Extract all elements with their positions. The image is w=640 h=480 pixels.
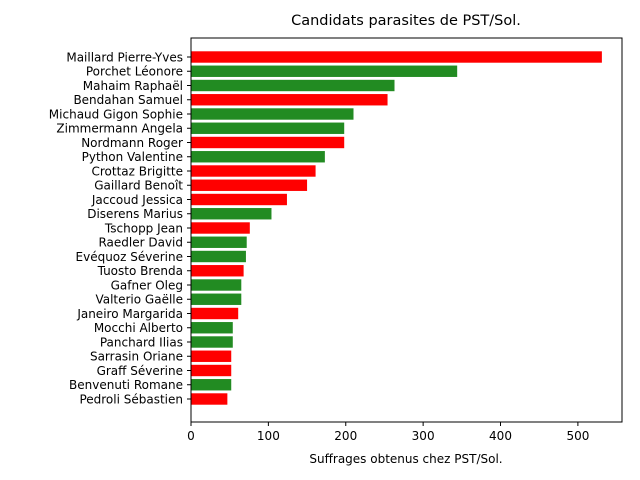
bar-21 bbox=[191, 350, 232, 362]
x-tick-label-3: 300 bbox=[412, 429, 435, 443]
bar-5 bbox=[191, 122, 345, 134]
category-label-9: Gaillard Benoît bbox=[94, 179, 183, 193]
category-label-6: Nordmann Roger bbox=[81, 136, 183, 150]
category-label-16: Gafner Oleg bbox=[111, 278, 183, 292]
category-label-15: Tuosto Brenda bbox=[97, 264, 183, 278]
category-label-1: Porchet Léonore bbox=[86, 65, 183, 79]
bar-0 bbox=[191, 51, 602, 63]
axes-frame bbox=[190, 37, 623, 423]
bar-9 bbox=[191, 179, 308, 191]
bar-7 bbox=[191, 151, 325, 163]
category-label-10: Jaccoud Jessica bbox=[91, 193, 183, 207]
category-label-22: Graff Séverine bbox=[97, 364, 183, 378]
bar-13 bbox=[191, 236, 247, 248]
category-label-0: Maillard Pierre-Yves bbox=[66, 50, 183, 64]
bar-20 bbox=[191, 336, 233, 348]
bar-2 bbox=[191, 79, 395, 92]
bar-15 bbox=[191, 265, 244, 277]
category-label-17: Valterio Gaëlle bbox=[95, 293, 183, 307]
bars-group bbox=[191, 51, 602, 405]
bar-14 bbox=[191, 250, 246, 263]
category-label-5: Zimmermann Angela bbox=[56, 122, 183, 136]
category-label-20: Panchard Ilias bbox=[100, 335, 183, 349]
bar-16 bbox=[191, 279, 242, 291]
bar-1 bbox=[191, 65, 458, 77]
bar-12 bbox=[191, 222, 250, 234]
bar-18 bbox=[191, 307, 239, 320]
category-label-13: Raedler David bbox=[98, 236, 183, 250]
bar-23 bbox=[191, 379, 232, 391]
x-tick-label-4: 400 bbox=[489, 429, 512, 443]
category-label-12: Tschopp Jean bbox=[104, 221, 183, 235]
bar-4 bbox=[191, 108, 354, 120]
x-axis-ticks: 0 100 200 300 400 500 bbox=[187, 56, 589, 443]
x-axis-label: Suffrages obtenus chez PST/Sol. bbox=[309, 452, 502, 466]
category-label-23: Benvenuti Romane bbox=[69, 378, 183, 392]
bar-11 bbox=[191, 208, 272, 220]
x-tick-label-2: 200 bbox=[334, 429, 357, 443]
category-label-8: Crottaz Brigitte bbox=[91, 164, 183, 178]
plot-frame bbox=[190, 37, 623, 423]
category-label-11: Diserens Marius bbox=[87, 207, 183, 221]
chart-title: Candidats parasites de PST/Sol. bbox=[291, 13, 521, 29]
x-tick-label-5: 500 bbox=[566, 429, 589, 443]
bar-8 bbox=[191, 165, 316, 177]
bar-24 bbox=[191, 393, 228, 405]
bar-10 bbox=[191, 193, 287, 206]
bar-19 bbox=[191, 322, 233, 334]
category-label-4: Michaud Gigon Sophie bbox=[49, 107, 183, 121]
category-label-18: Janeiro Margarida bbox=[76, 307, 183, 321]
category-label-21: Sarrasin Oriane bbox=[90, 350, 183, 364]
category-label-7: Python Valentine bbox=[82, 150, 183, 164]
x-tick-label-1: 100 bbox=[257, 429, 280, 443]
category-label-24: Pedroli Sébastien bbox=[79, 392, 183, 406]
category-label-3: Bendahan Samuel bbox=[73, 93, 183, 107]
x-tick-label-0: 0 bbox=[187, 429, 195, 443]
category-label-2: Mahaim Raphaël bbox=[83, 79, 183, 93]
category-label-14: Evéquoz Séverine bbox=[76, 250, 183, 264]
bar-6 bbox=[191, 136, 345, 149]
category-label-19: Mocchi Alberto bbox=[94, 321, 183, 335]
bar-22 bbox=[191, 364, 232, 377]
bar-3 bbox=[191, 94, 388, 106]
bar-17 bbox=[191, 293, 242, 305]
